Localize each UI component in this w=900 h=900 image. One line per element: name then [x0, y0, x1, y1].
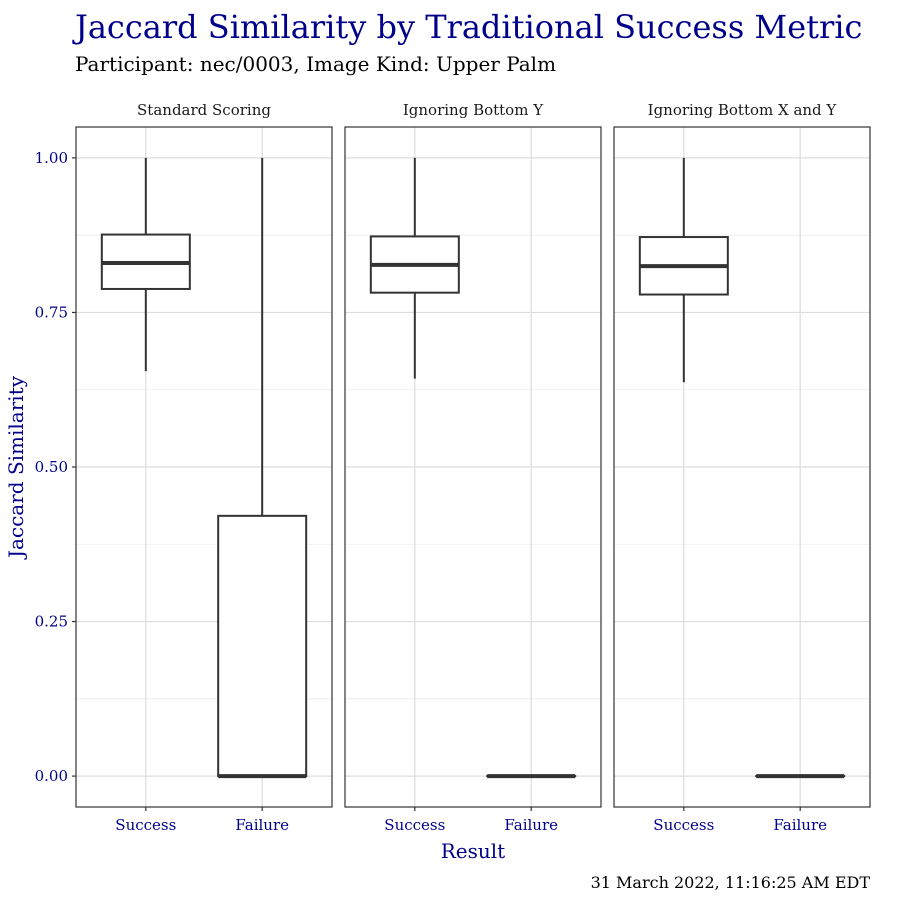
panel-border [344, 126, 602, 808]
x-tick-label: Failure [773, 816, 827, 834]
x-tick-label: Failure [235, 816, 289, 834]
facet-label: Ignoring Bottom Y [403, 101, 544, 119]
timestamp-caption: 31 March 2022, 11:16:25 AM EDT [590, 873, 870, 892]
x-tick-label: Success [115, 816, 176, 834]
y-axis-title: Jaccard Similarity [4, 375, 28, 560]
y-tick-label: 1.00 [35, 149, 68, 167]
chart-subtitle: Participant: nec/0003, Image Kind: Upper… [75, 52, 557, 76]
box-iqr [217, 514, 308, 778]
y-tick-label: 0.00 [35, 767, 68, 785]
x-tick-label: Success [384, 816, 445, 834]
x-axis-title: Result [441, 839, 505, 863]
y-tick-label: 0.25 [35, 613, 68, 631]
facet-label: Standard Scoring [137, 101, 271, 119]
x-tick-label: Failure [504, 816, 558, 834]
y-tick-label: 0.50 [35, 458, 68, 476]
facet-label: Ignoring Bottom X and Y [648, 101, 838, 119]
chart-title: Jaccard Similarity by Traditional Succes… [75, 8, 863, 46]
panel-border [613, 126, 871, 808]
y-tick-label: 0.75 [35, 303, 68, 321]
x-tick-label: Success [653, 816, 714, 834]
